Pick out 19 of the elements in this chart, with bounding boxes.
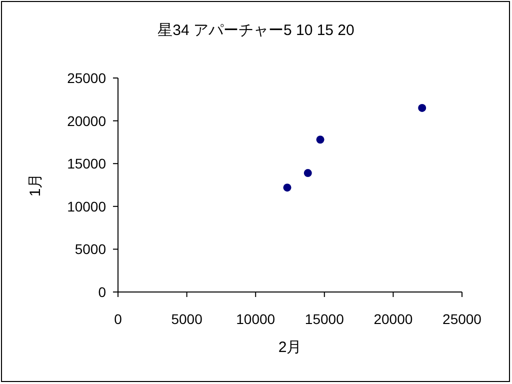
x-tick-label: 20000: [374, 311, 413, 327]
y-tick-label: 5000: [74, 241, 106, 258]
y-axis-title: 1月: [27, 173, 44, 197]
x-axis-title: 2月: [278, 339, 302, 356]
chart-title: 星34 アパーチャー5 10 15 20: [158, 22, 354, 39]
point: [316, 136, 324, 144]
y-tick-label: 20000: [67, 112, 106, 129]
x-tick-label: 0: [114, 311, 122, 327]
x-tick-label: 25000: [442, 311, 482, 327]
y-tick-label: 0: [98, 284, 106, 300]
point: [283, 184, 292, 192]
x-tick-label: 5000: [171, 311, 203, 327]
y-tick-label: 10000: [67, 198, 106, 214]
y-tick-label: 25000: [67, 70, 106, 86]
point: [418, 104, 426, 112]
y-tick-label: 15000: [67, 156, 106, 172]
x-tick-label: 15000: [304, 311, 344, 327]
point: [304, 169, 312, 178]
x-tick-label: 10000: [236, 311, 276, 327]
